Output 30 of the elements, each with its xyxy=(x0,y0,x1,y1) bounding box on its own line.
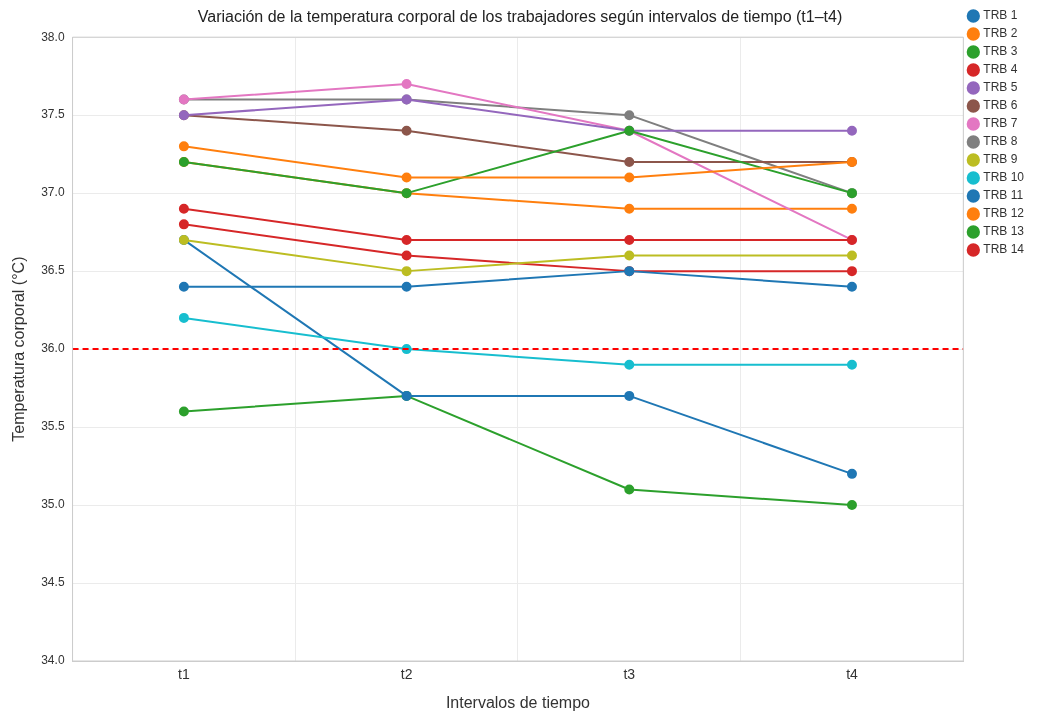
x-tick-label: t1 xyxy=(178,666,190,683)
x-axis-title: Intervalos de tiempo xyxy=(445,693,591,711)
y-tick-label: 36.0 xyxy=(41,341,65,356)
legend-label: TRB 3 xyxy=(983,44,1018,59)
legend-label: TRB 4 xyxy=(983,62,1018,77)
y-tick-label: 35.0 xyxy=(41,497,65,512)
legend-label: TRB 5 xyxy=(983,80,1018,95)
x-tick-label: t3 xyxy=(623,666,636,683)
y-axis-title: Temperatura corporal (°C) xyxy=(10,256,28,442)
legend-label: TRB 7 xyxy=(983,116,1018,131)
legend-label: TRB 10 xyxy=(983,170,1025,185)
y-tick-label: 37.5 xyxy=(41,107,65,122)
legend-label: TRB 14 xyxy=(983,242,1025,257)
legend-label: TRB 13 xyxy=(983,224,1025,239)
legend-label: TRB 9 xyxy=(983,152,1018,167)
legend-label: TRB 11 xyxy=(983,188,1024,203)
legend-label: TRB 12 xyxy=(983,206,1025,221)
chart-title: Variación de la temperatura corporal de los trabajadores según intervalos de tiempo (t1–t4) xyxy=(197,8,843,26)
x-tick-label: t2 xyxy=(400,666,413,683)
legend-label: TRB 8 xyxy=(983,134,1018,149)
y-tick-label: 36.5 xyxy=(41,263,65,278)
x-tick-label: t4 xyxy=(846,666,859,683)
legend-label: TRB 1 xyxy=(983,8,1018,23)
y-tick-label: 37.0 xyxy=(41,185,65,200)
y-tick-label: 38.0 xyxy=(41,29,65,44)
legend-label: TRB 6 xyxy=(983,98,1018,113)
y-tick-label: 35.5 xyxy=(41,419,65,434)
legend-label: TRB 2 xyxy=(983,26,1018,41)
y-tick-label: 34.5 xyxy=(41,575,65,590)
y-tick-label: 34.0 xyxy=(41,653,65,668)
